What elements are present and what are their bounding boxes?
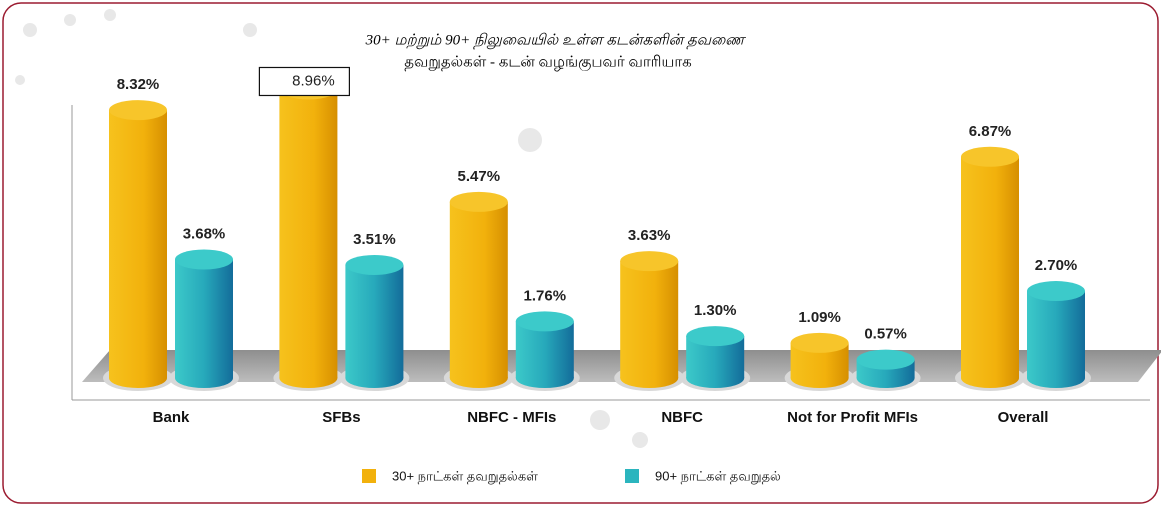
bar	[109, 110, 167, 378]
legend-swatch	[625, 469, 639, 483]
bar-top	[961, 146, 1019, 167]
bar-top	[449, 191, 508, 212]
bar-bottom	[109, 368, 167, 388]
data-label: 8.96%	[292, 72, 335, 89]
title-line: தவறுதல்கள் - கடன் வழங்குபவர் வாரியாக	[404, 54, 692, 71]
data-label: 1.30%	[694, 302, 737, 319]
data-label: 0.57%	[864, 326, 907, 343]
bar-top	[1027, 281, 1085, 302]
bar-bottom	[345, 368, 404, 388]
x-tick-label: SFBs	[322, 409, 361, 426]
bar-bottom	[961, 368, 1019, 388]
data-label: 6.87%	[969, 123, 1012, 140]
bar-bottom	[856, 368, 915, 388]
bar	[1027, 291, 1085, 378]
bar	[620, 261, 679, 378]
data-label: 5.47%	[458, 168, 501, 185]
bar-top	[686, 326, 745, 347]
bar-bottom	[449, 368, 508, 388]
decor-dots	[15, 9, 648, 448]
bar-bottom	[1027, 368, 1085, 388]
x-tick-label: Overall	[997, 409, 1049, 426]
bar-bottom	[175, 368, 233, 388]
legend-label: 30+ நாட்கள் தவறுதல்கள்	[392, 468, 538, 484]
bar-top	[790, 332, 849, 353]
x-tick-label: Not for Profit MFIs	[787, 409, 918, 426]
bar	[345, 264, 404, 378]
data-label: 3.51%	[353, 231, 396, 248]
bar	[279, 89, 338, 378]
data-label: 1.76%	[524, 287, 567, 304]
legend-swatch	[362, 469, 376, 483]
bar-bottom	[620, 368, 679, 388]
data-label: 3.68%	[183, 225, 226, 242]
data-label: 1.09%	[798, 309, 841, 326]
bar	[961, 156, 1019, 378]
x-tick-label: NBFC	[661, 409, 704, 426]
title-line: 30+ மற்றும் 90+ நிலுவையில் உள்ள கடன்களின…	[365, 32, 747, 50]
label-box	[258, 66, 350, 97]
bar-bottom	[686, 368, 745, 388]
bar-top	[175, 249, 233, 270]
bar-top	[109, 100, 167, 121]
data-label: 8.32%	[117, 76, 160, 93]
bar	[175, 259, 233, 378]
data-label: 3.63%	[628, 227, 671, 244]
bar-top	[620, 251, 679, 272]
bar-bottom	[790, 368, 849, 388]
legend-label: 90+ நாட்கள் தவறுதல்	[655, 468, 781, 484]
bar-top	[515, 311, 574, 332]
bar-bottom	[279, 368, 338, 388]
bar-bottom	[515, 368, 574, 388]
x-tick-label: Bank	[152, 409, 190, 426]
bar-top	[345, 254, 404, 275]
data-label: 2.70%	[1035, 257, 1078, 274]
x-tick-label: NBFC - MFIs	[467, 409, 557, 426]
bar	[449, 201, 508, 378]
bar-top	[856, 349, 915, 370]
